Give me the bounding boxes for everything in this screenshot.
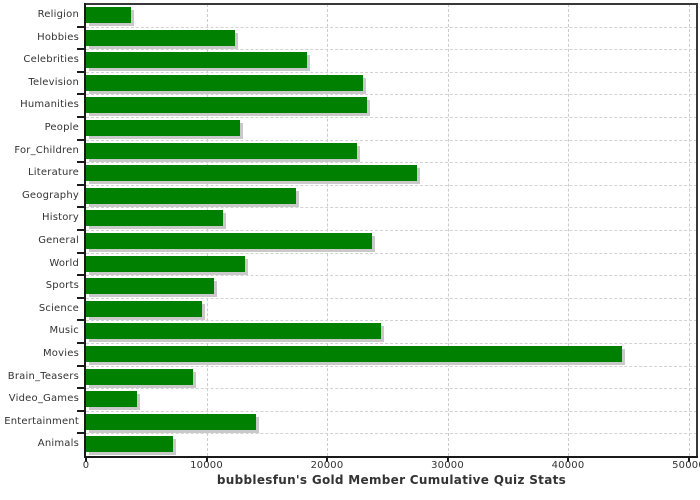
category-label-movies: Movies [42,348,79,359]
x-tick-30000 [446,456,449,462]
bar-people [86,120,241,136]
category-label-literature: Literature [28,167,79,179]
bar-animals [86,436,173,453]
y-tick-hobbies [77,25,86,28]
x-tick-label-30000: 30000 [431,460,464,471]
x-tick-label-40000: 40000 [551,460,585,471]
y-tick-brain_teasers [77,364,86,367]
bar-world [86,255,246,272]
category-label-history: History [42,212,79,224]
row-gridline-movies [86,343,697,344]
category-label-world: World [49,257,79,269]
bar-religion [86,7,131,23]
y-tick-for_children [77,138,86,141]
bar-entertainment [86,413,256,430]
y-tick-people [77,116,86,118]
category-label-television: Television [28,76,79,88]
x-tick-label-10000: 10000 [190,460,223,471]
row-gridline-celebrities [86,49,697,51]
category-label-religion: Religion [37,9,79,20]
row-gridline-science [86,297,697,299]
row-gridline-video_games [86,388,697,390]
y-tick-movies [77,342,86,344]
chart-title: bubblesfun's Gold Member Cumulative Quiz… [216,473,567,487]
row-gridline-general [86,230,697,231]
y-tick-history [77,206,86,209]
row-gridline-animals [86,433,697,435]
category-label-hobbies: Hobbies [37,31,79,43]
row-gridline-music [86,320,697,322]
category-label-brain_teasers: Brain_Teasers [7,370,79,382]
row-gridline-brain_teasers [86,365,697,367]
row-gridline-history [86,207,697,209]
row-gridline-for_children [86,139,697,141]
bar-for_children [86,142,358,159]
x-tick-20000 [326,456,328,462]
bar-history [86,210,224,227]
y-tick-science [77,296,86,299]
plot-border-right [696,3,698,458]
y-tick-humanities [77,93,86,96]
bar-geography [86,187,296,204]
category-label-video_games: Video_Games [8,393,79,405]
bar-brain_teasers [86,368,194,385]
bar-general [86,233,372,249]
y-tick-world [77,251,86,254]
bar-celebrities [86,52,307,69]
x-tick-label-0: 0 [82,460,90,471]
row-gridline-entertainment [86,410,697,412]
category-label-geography: Geography [21,189,79,201]
x-tick-10000 [205,456,208,462]
category-label-animals: Animals [37,438,79,450]
y-tick-animals [77,432,86,435]
row-gridline-geography [86,184,697,186]
category-label-entertainment: Entertainment [4,415,79,427]
bar-humanities [86,97,367,114]
y-tick-sports [77,274,86,277]
y-tick-general [77,229,86,231]
bar-hobbies [86,29,236,46]
row-gridline-people [86,117,697,118]
y-tick-celebrities [77,48,86,51]
x-tick-label-20000: 20000 [310,460,344,471]
y-tick-video_games [77,387,86,390]
bar-video_games [86,391,137,408]
row-gridline-hobbies [86,26,697,28]
category-label-celebrities: Celebrities [23,54,79,66]
plot-border-top [85,3,698,5]
category-label-science: Science [38,302,79,314]
y-tick-music [77,319,86,322]
bar-movies [86,346,623,362]
bar-sports [86,278,214,295]
category-label-for_children: For_Children [14,144,79,156]
bar-literature [86,165,418,182]
bar-science [86,300,202,317]
x-axis-line [84,456,698,458]
category-label-sports: Sports [45,280,79,292]
x-tick-50000 [687,456,690,462]
x-tick-0 [85,456,87,462]
category-label-music: Music [49,325,79,337]
bar-television [86,74,364,91]
row-gridline-sports [86,275,697,277]
y-tick-geography [77,183,86,186]
bar-music [86,323,382,340]
x-tick-40000 [567,456,569,462]
y-tick-literature [77,161,86,164]
x-tick-label-50000: 50000 [672,460,700,471]
category-label-people: People [44,122,79,133]
y-tick-television [77,70,86,73]
row-gridline-literature [86,162,697,164]
category-label-humanities: Humanities [20,99,79,111]
y-tick-entertainment [77,409,86,412]
row-gridline-humanities [86,94,697,96]
row-gridline-world [86,252,697,254]
category-label-general: General [38,235,79,246]
row-gridline-television [86,71,697,73]
